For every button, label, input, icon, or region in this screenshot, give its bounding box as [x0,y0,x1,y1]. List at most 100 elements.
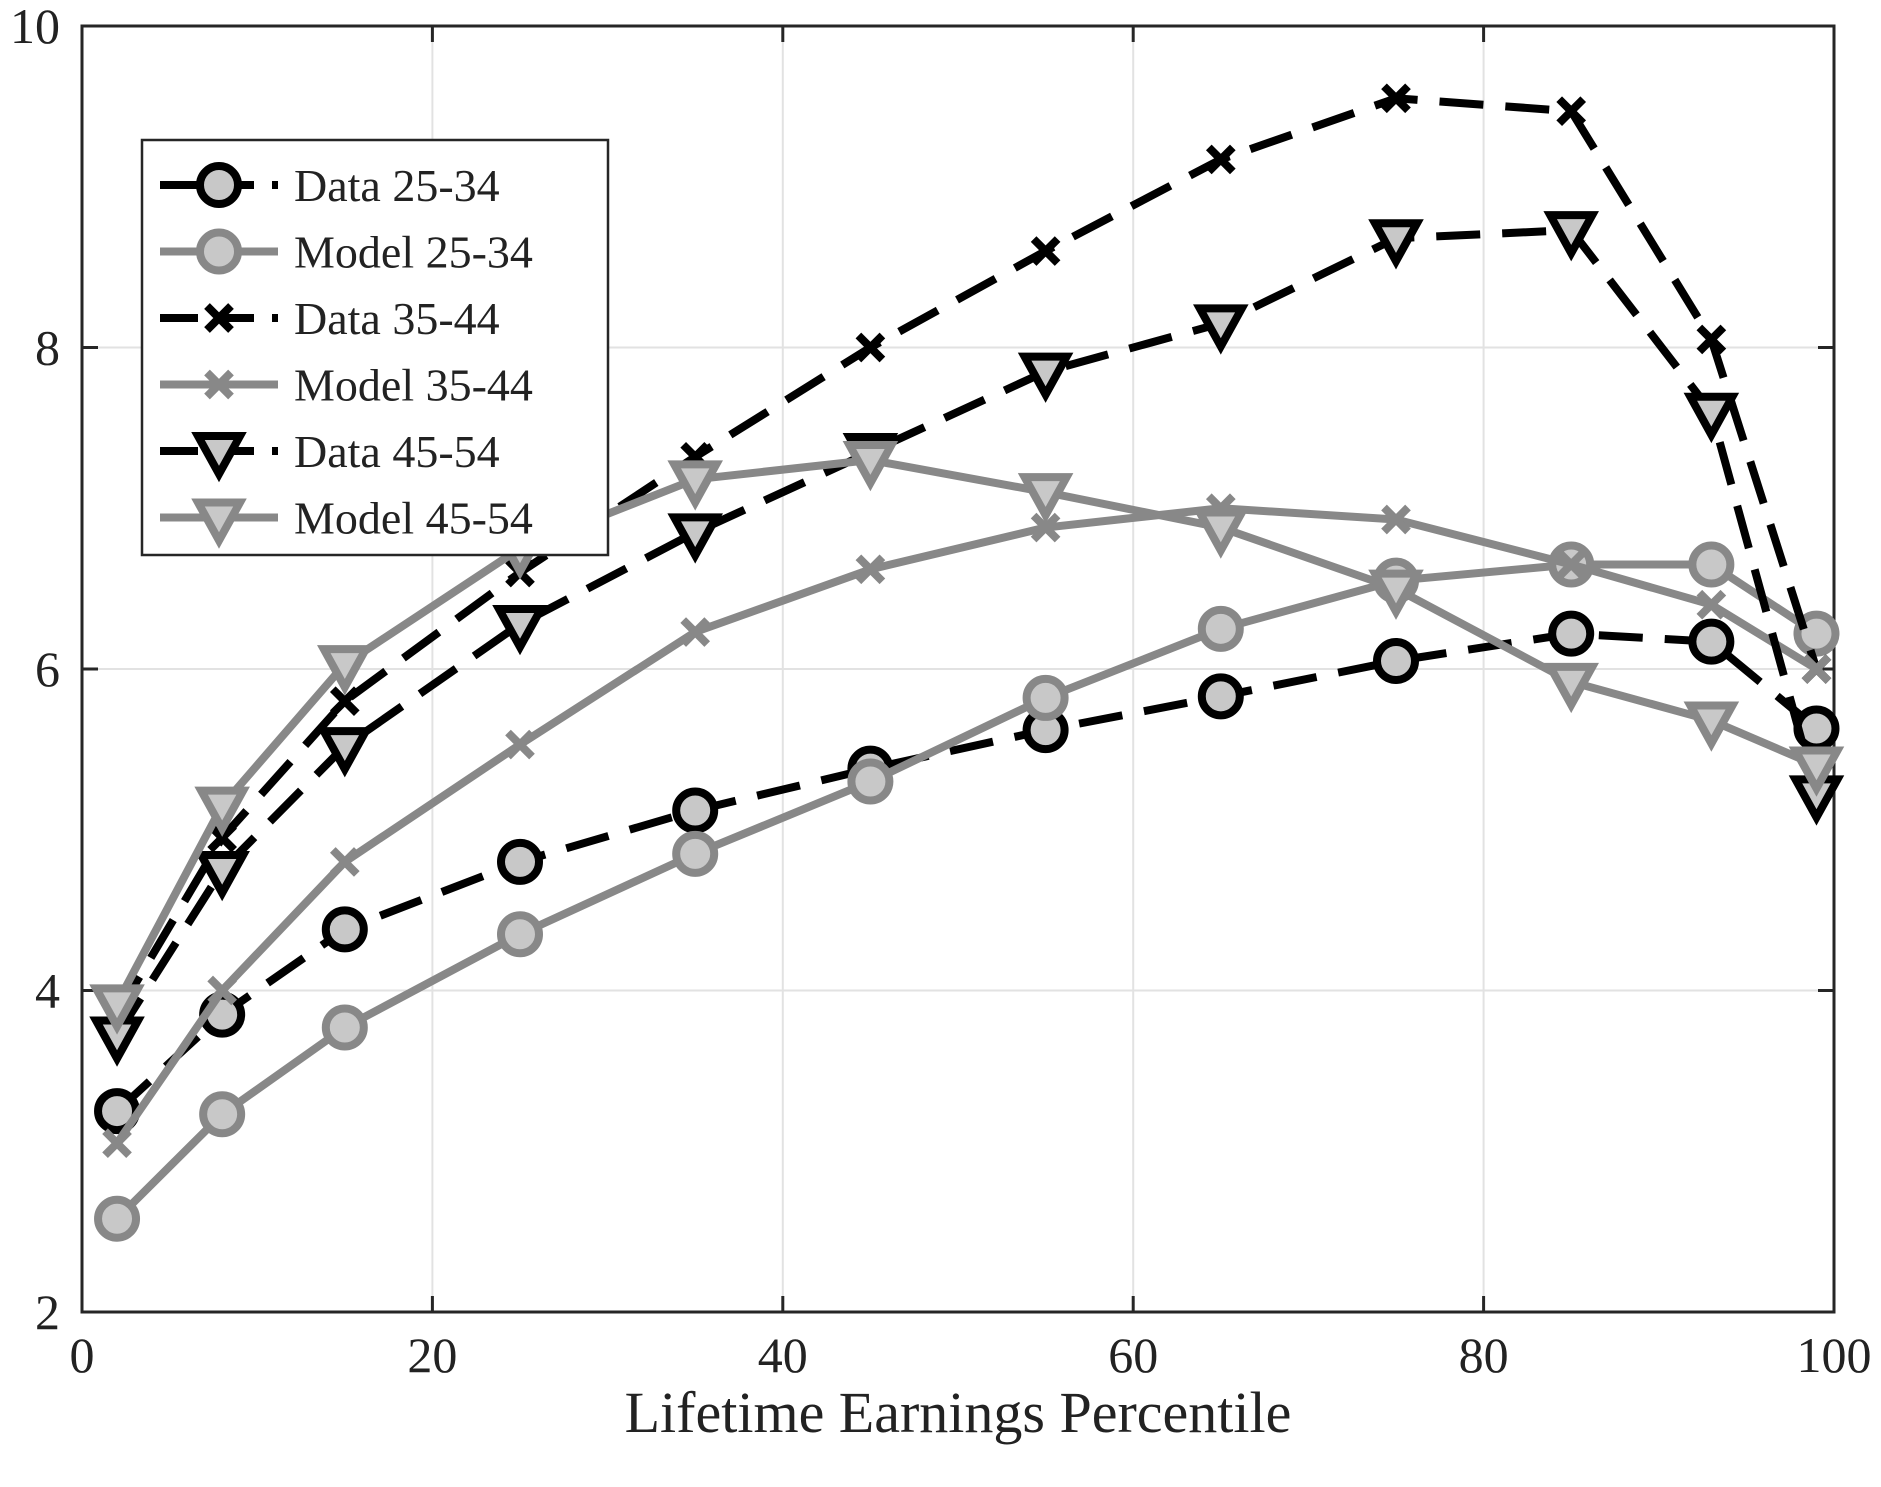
data-point [1030,236,1061,266]
data-point [497,838,543,885]
data-point [194,786,250,837]
data-point [1022,674,1069,721]
legend-entry: Model 25-34 [160,227,533,278]
data-point [1368,219,1424,270]
data-point [1556,96,1587,127]
marker-cross-stroke [1696,324,1727,355]
marker-cross-stroke [855,554,886,585]
series-line [113,456,1819,1006]
data-point [94,1195,141,1242]
data-point [672,830,719,877]
data-point [1688,541,1735,588]
data-point [1688,618,1735,665]
marker-cross-stroke [855,332,886,363]
data-point [1556,549,1587,580]
marker-cross-stroke [1205,144,1236,175]
legend-label: Model 35-44 [294,360,533,411]
data-point [497,911,543,958]
series-line [114,629,1820,1115]
legend-label: Model 25-34 [294,227,533,278]
series-line [113,504,1819,1146]
x-tick-label: 100 [1797,1327,1872,1383]
data-point [1543,211,1599,262]
marker-cross-stroke [329,686,360,716]
marker-cross-stroke [204,369,234,400]
legend-label: Data 35-44 [294,293,500,344]
series-line [113,226,1821,1038]
x-tick-label: 40 [758,1327,808,1383]
data-point [1368,569,1424,620]
data-point [1193,508,1249,559]
data-point [1696,589,1727,620]
data-point [1683,392,1740,444]
data-point [1801,654,1832,684]
data-point [672,787,719,834]
marker-cross-stroke [329,847,360,877]
data-point [492,604,548,656]
x-tick-label: 0 [70,1327,95,1383]
data-point [680,617,711,647]
data-point [1696,324,1727,355]
data-point [667,460,723,511]
data-point [1017,473,1074,524]
legend-marker [191,498,247,549]
legend-marker [204,303,234,333]
data-point [1193,304,1249,355]
marker-cross-stroke [1696,589,1727,620]
legend-entry: Model 35-44 [160,360,533,411]
data-point [194,850,250,902]
x-axis-label: Lifetime Earnings Percentile [625,1380,1292,1445]
legend-marker [191,432,247,483]
x-tick-label: 60 [1108,1327,1158,1383]
legend-entry: Data 45-54 [160,426,500,483]
data-point [1543,662,1599,714]
data-point [1030,512,1061,543]
data-point [847,758,894,805]
legend-entry: Data 25-34 [160,160,500,211]
marker-cross-stroke [207,975,237,1006]
data-point [505,729,535,760]
marker-cross-stroke [1381,83,1411,114]
marker-cross-stroke [1556,549,1587,580]
data-point [1683,701,1740,752]
data-point [199,1091,246,1138]
marker-cross-stroke [680,617,711,647]
data-point [855,554,886,585]
axis-ticks: 0 20 40 60 80 100 2 4 6 8 10 [10,0,1872,1383]
series-model-25-34 [94,541,1840,1242]
legend: Data 25-34 Model 25-34 Data 35-44 Model 35-… [140,138,610,557]
data-point [842,441,899,492]
legend-label: Model 45-54 [294,493,533,544]
series-model-35-44 [102,493,1832,1159]
x-tick-label: 80 [1459,1327,1509,1383]
legend-marker [196,162,242,208]
marker-cross-stroke [204,303,234,333]
legend-label: Data 45-54 [294,426,500,477]
data-point [317,645,373,696]
data-point [329,847,360,877]
marker-cross-stroke [1030,236,1061,266]
series-data-25-34 [94,610,1840,1135]
data-point [1197,605,1244,652]
marker-cross-stroke [505,729,535,760]
y-tick-label: 2 [35,1284,60,1340]
data-point [1017,352,1074,403]
data-point [1205,144,1236,175]
series-line [114,560,1819,1222]
legend-entry: Model 45-54 [160,493,533,549]
marker-cross-stroke [1801,654,1832,684]
data-point [321,1004,368,1051]
data-point [1197,673,1244,720]
data-point [1381,504,1411,535]
data-point [207,822,237,853]
data-point [1548,610,1595,657]
data-point [1373,637,1419,684]
data-point [1381,83,1411,114]
data-point [102,1128,132,1159]
data-point [1788,746,1845,797]
legend-marker [196,228,242,275]
marker-cross-stroke [1030,512,1061,543]
marker-cross-stroke [1381,504,1411,535]
